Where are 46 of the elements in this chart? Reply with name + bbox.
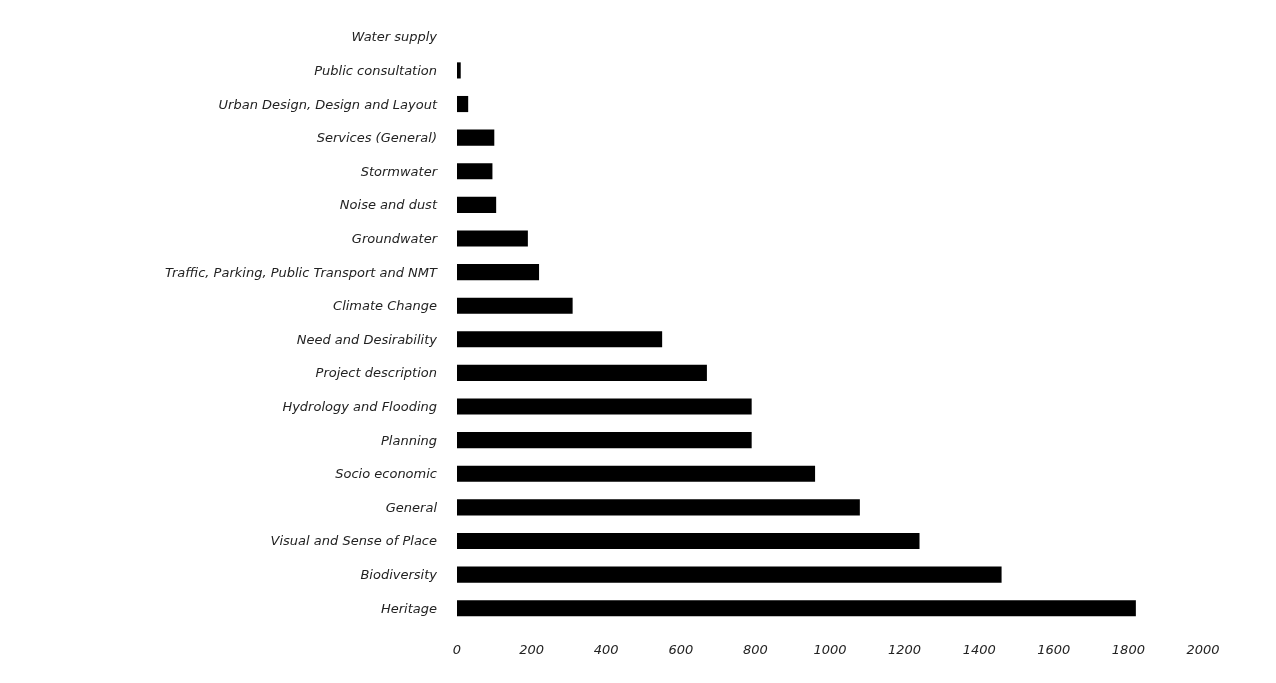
bar <box>457 465 816 482</box>
x-tick-label: 400 <box>593 642 619 657</box>
bar <box>457 163 493 180</box>
y-tick-label: Need and Desirability <box>296 331 438 347</box>
y-tick-label: Visual and Sense of Place <box>270 533 437 549</box>
y-tick-label: General <box>385 499 438 515</box>
y-tick-label: Traffic, Parking, Public Transport and NMT <box>164 264 439 280</box>
y-tick-label: Services (General) <box>316 130 437 146</box>
bar <box>457 297 573 314</box>
bar <box>457 600 1136 617</box>
bar <box>457 532 920 550</box>
y-tick-label: Socio economic <box>335 466 437 482</box>
bar <box>457 566 1002 583</box>
x-tick-label: 0 <box>452 642 462 657</box>
x-tick-label: 1000 <box>813 642 847 657</box>
x-tick-label: 800 <box>742 642 768 657</box>
y-tick-label: Planning <box>381 432 437 448</box>
x-tick-label: 1400 <box>962 642 996 657</box>
bar <box>457 264 540 281</box>
x-tick-label: 1800 <box>1111 642 1145 657</box>
y-tick-label: Climate Change <box>333 298 437 314</box>
bar <box>457 230 528 247</box>
bar <box>457 398 752 415</box>
y-tick-label: Groundwater <box>351 230 439 246</box>
y-tick-label: Heritage <box>380 600 437 616</box>
y-tick-label: Biodiversity <box>360 567 438 583</box>
x-tick-label: 1200 <box>888 642 922 657</box>
bar <box>457 95 469 113</box>
bar <box>457 499 860 516</box>
y-tick-label: Public consultation <box>314 62 437 78</box>
bar <box>457 196 497 213</box>
x-tick-label: 2000 <box>1186 642 1220 657</box>
bar <box>457 331 663 348</box>
y-tick-label: Urban Design, Design and Layout <box>218 96 438 112</box>
x-tick-label: 200 <box>519 642 545 657</box>
y-tick-label: Water supply <box>351 29 438 45</box>
y-tick-label: Stormwater <box>360 163 439 179</box>
bar <box>457 364 707 381</box>
x-tick-label: 1600 <box>1037 642 1071 657</box>
bar <box>457 129 495 146</box>
bar <box>457 432 752 449</box>
y-tick-label: Project description <box>315 365 437 381</box>
x-tick-label: 600 <box>668 642 694 657</box>
bar <box>457 62 461 79</box>
y-tick-label: Hydrology and Flooding <box>282 399 437 415</box>
y-tick-label: Noise and dust <box>339 197 438 213</box>
